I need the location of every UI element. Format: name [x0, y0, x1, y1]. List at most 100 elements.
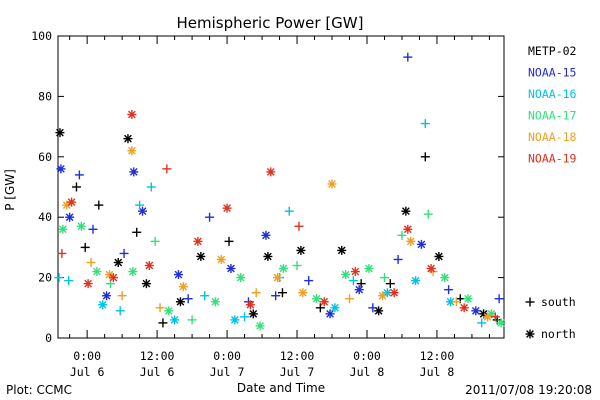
- data-point-noaa-16-north: [170, 315, 180, 325]
- data-point-noaa-17-north: [440, 273, 450, 283]
- data-point-noaa-18-north: [62, 200, 72, 210]
- y-axis-label: P [GW]: [3, 169, 17, 211]
- data-point-noaa-19-north: [426, 264, 436, 274]
- x-tick-time-label: 0:00: [73, 349, 101, 363]
- marker-legend-label: north: [541, 327, 576, 341]
- data-point-noaa-17-north: [210, 297, 220, 307]
- data-point-noaa-18-north: [482, 312, 492, 322]
- data-point-noaa-17-south: [423, 209, 433, 219]
- data-point-metp-02-north: [263, 251, 273, 261]
- y-tick-label: 0: [45, 331, 52, 345]
- data-point-metp-02-north: [401, 206, 411, 216]
- data-point-noaa-16-south: [240, 312, 250, 322]
- data-points: [54, 52, 506, 331]
- data-point-noaa-16-north: [446, 297, 456, 307]
- data-point-noaa-15-north: [226, 264, 236, 274]
- data-point-noaa-19-north: [319, 297, 329, 307]
- data-point-noaa-15-south: [444, 285, 454, 295]
- data-point-noaa-19-north: [266, 167, 276, 177]
- x-tick-time-label: 0:00: [353, 349, 381, 363]
- data-point-noaa-17-north: [496, 318, 506, 328]
- data-point-noaa-15-north: [354, 285, 364, 295]
- x-axis: 0:00 Jul 6 12:00 Jul 6 0:00 Jul 7 12:00 Jul 7 0:…: [69, 36, 490, 379]
- data-point-metp-02-north: [434, 251, 444, 261]
- plot-source-label: Plot: CCMC: [6, 383, 72, 397]
- data-point-metp-02-south: [94, 200, 104, 210]
- x-tick-date-label: Jul 7: [210, 365, 245, 379]
- data-point-noaa-16-south: [348, 276, 358, 286]
- data-point-noaa-18-north: [178, 282, 188, 292]
- data-point-noaa-16-south: [54, 273, 64, 283]
- data-point-metp-02-north: [113, 258, 123, 267]
- data-point-noaa-17-north: [164, 306, 174, 316]
- data-point-noaa-18-north: [127, 146, 137, 156]
- data-point-noaa-18-north: [327, 179, 337, 189]
- data-point-metp-02-south: [277, 288, 287, 298]
- data-point-metp-02-south: [385, 279, 395, 289]
- legend-entry-noaa-16: NOAA-16: [528, 87, 577, 101]
- y-axis: 0 20 40 60 80 100: [31, 29, 504, 345]
- data-point-noaa-17-south: [379, 273, 389, 283]
- data-point-metp-02-north: [55, 128, 65, 138]
- data-point-noaa-15-north: [65, 212, 75, 222]
- data-point-metp-02-south: [315, 303, 325, 313]
- data-point-metp-02-south: [80, 242, 90, 252]
- data-point-noaa-19-north: [127, 110, 137, 120]
- data-point-noaa-15-south: [74, 170, 84, 180]
- data-point-noaa-19-north: [403, 224, 413, 234]
- data-point-noaa-15-south: [88, 224, 98, 234]
- data-point-noaa-18-north: [406, 236, 416, 246]
- data-point-noaa-15-south: [368, 303, 378, 313]
- data-point-noaa-19-north: [389, 288, 399, 298]
- data-point-noaa-19-south: [162, 164, 172, 174]
- data-point-metp-02-north: [296, 245, 306, 255]
- data-point-noaa-17-north: [236, 273, 246, 283]
- data-point-noaa-17-north: [92, 267, 102, 277]
- plot-timestamp: 2011/07/08 19:20:08: [465, 383, 592, 397]
- data-point-noaa-15-south: [494, 294, 504, 304]
- data-point-noaa-19-north: [67, 197, 77, 207]
- data-point-noaa-15-north: [325, 309, 335, 319]
- data-point-noaa-15-south: [183, 294, 193, 304]
- data-point-metp-02-south: [420, 152, 430, 162]
- data-point-metp-02-north: [141, 279, 151, 289]
- data-point-noaa-19-north: [144, 261, 154, 271]
- x-axis-label: Date and Time: [237, 381, 325, 395]
- data-point-noaa-17-north: [278, 264, 288, 274]
- satellite-legend: METP-02 NOAA-15 NOAA-16 NOAA-17 NOAA-18 NOAA-…: [528, 44, 577, 166]
- x-tick-time-label: 12:00: [280, 349, 315, 363]
- data-point-noaa-17-north: [128, 267, 138, 277]
- y-tick-label: 20: [38, 271, 52, 285]
- legend-entry-noaa-15: NOAA-15: [528, 66, 576, 80]
- x-tick-time-label: 12:00: [140, 349, 175, 363]
- data-point-noaa-17-north: [364, 264, 374, 274]
- data-point-noaa-15-south: [403, 52, 413, 62]
- data-point-noaa-15-south: [271, 291, 281, 301]
- data-point-noaa-15-south: [393, 254, 403, 264]
- data-point-noaa-19-north: [350, 267, 360, 277]
- data-point-noaa-16-north: [411, 276, 421, 286]
- legend-entry-noaa-19: NOAA-19: [528, 152, 577, 166]
- data-point-noaa-15-north: [129, 167, 139, 177]
- data-point-metp-02-north: [374, 306, 384, 316]
- data-point-noaa-18-north: [298, 288, 308, 298]
- data-point-noaa-16-south: [146, 182, 156, 192]
- data-point-noaa-18-south: [345, 294, 355, 304]
- data-point-noaa-15-north: [261, 230, 271, 240]
- data-point-noaa-18-south: [86, 258, 96, 267]
- data-point-noaa-16-south: [200, 291, 210, 301]
- data-point-metp-02-south: [356, 279, 366, 289]
- data-point-noaa-15-north: [173, 270, 183, 280]
- data-point-noaa-15-north: [102, 291, 112, 301]
- data-point-noaa-18-south: [155, 303, 165, 313]
- y-tick-label: 40: [38, 210, 52, 224]
- data-point-noaa-15-north: [56, 164, 66, 174]
- data-point-noaa-17-north: [463, 294, 473, 304]
- legend-entry-metp-02: METP-02: [528, 44, 576, 58]
- data-point-noaa-16-south: [135, 200, 145, 210]
- data-point-noaa-17-north: [58, 224, 68, 234]
- data-point-metp-02-south: [224, 236, 234, 246]
- marker-legend-label: south: [541, 295, 576, 309]
- x-tick-time-label: 0:00: [213, 349, 241, 363]
- data-point-noaa-17-north: [76, 221, 86, 231]
